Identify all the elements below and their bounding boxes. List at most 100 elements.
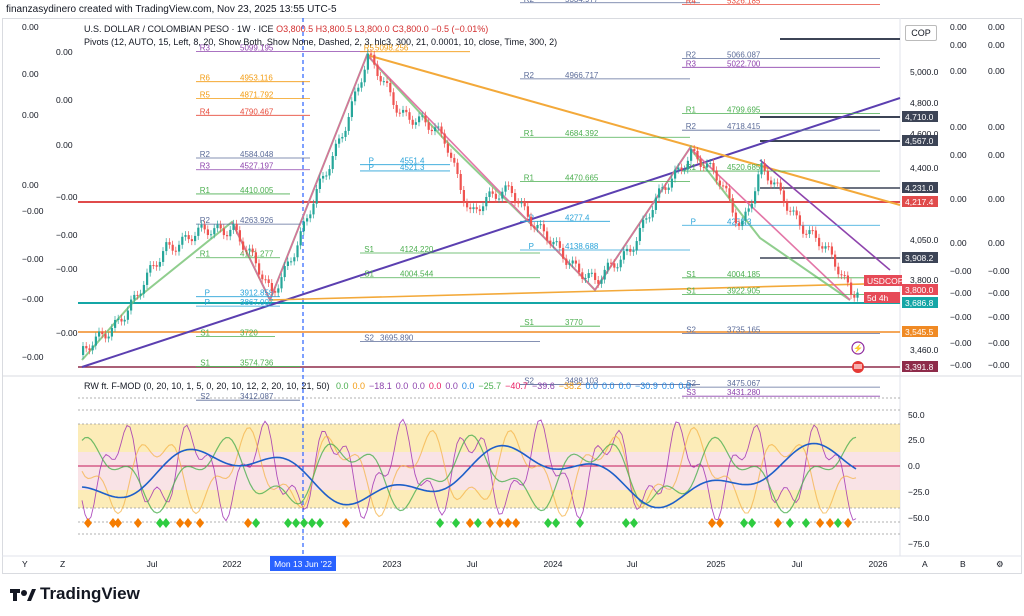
pivot-value: 3922.905 — [727, 287, 761, 296]
candle-body — [597, 279, 600, 284]
candle-body — [114, 319, 117, 328]
osc-blue-line — [81, 442, 857, 509]
price-tag-label: 4,231.0 — [905, 183, 934, 193]
signal-diamond-icon — [496, 518, 504, 528]
right-scale-label: 0.00 — [950, 40, 967, 50]
candle-body — [738, 223, 741, 227]
candle-body — [750, 203, 753, 209]
left-scale-label: −0.00 — [22, 254, 44, 264]
pivot-name: R2 — [200, 150, 211, 159]
candle-body — [286, 261, 289, 266]
main-legend[interactable]: U.S. DOLLAR / COLOMBIAN PESO · 1W · ICE … — [84, 24, 488, 34]
pivot-value: 4470.665 — [565, 173, 599, 182]
candle-body — [82, 346, 85, 355]
pivot-value: 5098.256 — [375, 44, 409, 53]
settings-gear-icon[interactable]: ⚙ — [996, 559, 1004, 569]
time-axis-label: Jul — [147, 559, 158, 569]
price-tag — [902, 361, 938, 372]
currency-button[interactable]: COP — [905, 25, 937, 41]
candle-body — [168, 242, 171, 245]
price-tag — [902, 297, 938, 308]
corner-label[interactable]: A — [922, 559, 928, 569]
candle-body — [238, 230, 241, 242]
right-scale-label: −0.00 — [988, 338, 1010, 348]
signal-diamond-icon — [109, 518, 117, 528]
price-axis-label: 4,800.0 — [910, 98, 939, 108]
pivot-value: 4799.695 — [727, 105, 761, 114]
price-tag-label: USDCOP — [867, 276, 904, 286]
pivots-legend[interactable]: Pivots (12, AUTO, 15, Left, 8, 20, Show … — [84, 37, 557, 47]
corner-label[interactable]: Z — [60, 559, 65, 569]
candle-body — [565, 258, 568, 265]
candle-body — [222, 228, 225, 236]
candle-body — [830, 246, 833, 255]
right-scale-label: 0.00 — [950, 238, 967, 248]
pivot-value: 3735.165 — [727, 325, 761, 334]
candle-body — [670, 178, 673, 188]
candle-body — [312, 203, 315, 215]
lightning-glyph: ⚡ — [853, 343, 863, 353]
pivot-name: R1 — [524, 129, 535, 138]
purple-channel-line — [759, 159, 891, 271]
pivot-name: P — [691, 217, 696, 226]
right-scale-label: 0.00 — [988, 238, 1005, 248]
candle-body — [254, 252, 257, 264]
candle-body — [654, 197, 657, 211]
candle-body — [267, 279, 270, 283]
chart-frame[interactable] — [2, 18, 1022, 574]
pivot-value: 5022.700 — [727, 59, 761, 68]
tradingview-logo[interactable]: TradingView — [10, 584, 140, 604]
candle-body — [453, 157, 456, 163]
candle-body — [354, 91, 357, 102]
pivot-name: R6 — [200, 74, 211, 83]
price-tag-label: 4,217.4 — [905, 197, 934, 207]
candle-body — [674, 169, 677, 179]
candle-body — [242, 241, 245, 250]
candle-body — [843, 275, 846, 277]
candle-body — [482, 206, 485, 212]
candle-body — [322, 175, 325, 179]
corner-label[interactable]: B — [960, 559, 966, 569]
candle-body — [213, 228, 216, 235]
price-axis-label: 4,400.0 — [910, 163, 939, 173]
candle-body — [184, 235, 187, 237]
candle-body — [610, 262, 613, 264]
signal-diamond-icon — [134, 518, 142, 528]
pivot-name: P — [369, 163, 374, 172]
candle-body — [302, 221, 305, 232]
candle-body — [776, 182, 779, 184]
candle-body — [232, 223, 235, 230]
candle-body — [590, 272, 593, 274]
pivot-value: 3720 — [240, 329, 258, 338]
osc-axis-label: −75.0 — [908, 539, 930, 549]
right-scale-label: 0.00 — [950, 122, 967, 132]
corner-label[interactable]: Y — [22, 559, 28, 569]
candle-body — [837, 266, 840, 275]
right-scale-label: 0.00 — [988, 150, 1005, 160]
lightning-icon[interactable] — [851, 341, 865, 355]
change-value: −0.5 (−0.01%) — [431, 24, 489, 34]
candle-body — [158, 261, 161, 267]
ohlc-open: O3,800.5 — [276, 24, 314, 34]
candle-body — [456, 162, 459, 174]
candle-body — [475, 207, 478, 210]
candle-body — [136, 294, 139, 296]
candle-body — [411, 119, 414, 125]
pivot-value: 3431.280 — [727, 388, 761, 397]
pivot-name: R2 — [524, 0, 535, 4]
candle-body — [696, 150, 699, 160]
pivot-value: 5334.977 — [565, 0, 599, 4]
oscillator-legend[interactable]: RW ft. F-MOD (0, 20, 10, 1, 5, 0, 20, 10… — [84, 381, 699, 391]
price-tag — [864, 275, 902, 286]
candle-body — [798, 215, 801, 226]
crosshair-date: Mon 13 Jun '22 — [274, 559, 332, 569]
oscillator-value: 0.0 — [445, 381, 458, 391]
signal-diamond-icon — [630, 518, 638, 528]
candle-body — [446, 143, 449, 153]
candle-body — [686, 160, 689, 170]
oscillator-value: −18.1 — [369, 381, 392, 391]
signal-diamond-icon — [452, 518, 460, 528]
pivot-name: P — [205, 298, 210, 307]
candle-body — [421, 115, 424, 117]
